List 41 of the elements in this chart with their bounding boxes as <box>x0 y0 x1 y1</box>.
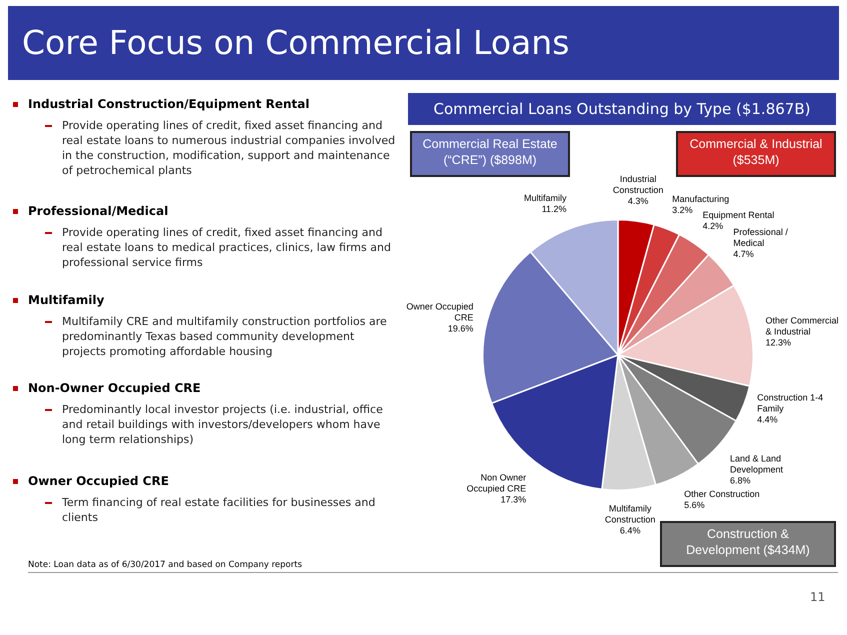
slice-label: Non Owner Occupied CRE <box>466 472 526 494</box>
slice-label: Other Commercial & Industrial <box>765 316 838 337</box>
text: Commercial & Industrial ($535M) <box>676 131 836 177</box>
chart-title: Core Focus on Commercial Loans <box>8 6 839 80</box>
text: Professional/Medical <box>28 204 398 218</box>
text: Provide operating lines of credit, fixed asset financing and real estate loans to medical practices, clinics, law firms and professional service firms <box>62 225 392 270</box>
text: Multifamily <box>28 293 398 307</box>
text: Note: Loan data as of 6/30/2017 and based on Company reports <box>28 560 302 570</box>
slice-label: Industrial Construction <box>612 174 664 196</box>
data-label: 4.7% <box>733 249 754 260</box>
text: Predominantly local investor projects (i.e. industrial, office and retail buildings with investors/developers whom have long term relationships) <box>62 402 384 447</box>
data-label: 3.2% <box>672 204 693 215</box>
text: Multifamily CRE and multifamily construction portfolios are predominantly Texas based community development projects promoting affordable housing <box>62 314 388 359</box>
data-label: 17.3% <box>500 494 526 505</box>
text: Provide operating lines of credit, fixed asset financing and real estate loans to numerous industrial companies involved in the construction, modification, support and maintenance of petrochemical plants <box>62 118 396 178</box>
data-label: 5.6% <box>684 500 705 510</box>
text: Owner Occupied CRE <box>28 474 398 488</box>
text: Term financing of real estate facilities for businesses and clients <box>62 495 376 525</box>
slice-label: Multifamily Construction <box>604 504 656 525</box>
chart-subtitle: Commercial Loans Outstanding by Type ($1.867B) <box>408 93 836 125</box>
slice-label: Construction 1-4 Family <box>757 392 824 414</box>
data-label: 4.4% <box>757 414 778 425</box>
data-label: 4.2% <box>702 221 724 232</box>
slice-label: Equipment Rental <box>702 210 774 220</box>
slice-label: Manufacturing <box>672 194 730 204</box>
data-label: 19.6% <box>448 323 474 334</box>
slice-label: Professional / Medical <box>733 227 788 248</box>
slice-label: Other Construction <box>684 488 760 499</box>
text: Commercial Real Estate (“CRE”) ($898M) <box>410 131 570 177</box>
data-label: 12.3% <box>765 338 792 348</box>
data-label: 6.8% <box>730 476 750 486</box>
data-label: 6.4% <box>620 526 640 536</box>
slice-label: Multifamily <box>524 192 568 203</box>
text: Industrial Construction/Equipment Rental <box>28 97 398 111</box>
text: Construction & Development ($434M) <box>660 521 836 567</box>
data-label: 11.2% <box>542 204 567 214</box>
slice-label: Owner Occupied CRE <box>406 301 474 322</box>
text: 11 <box>810 590 826 604</box>
text: Non-Owner Occupied CRE <box>28 381 398 395</box>
slice-label: Land & Land Development <box>730 454 784 475</box>
data-label: 4.3% <box>628 196 648 206</box>
